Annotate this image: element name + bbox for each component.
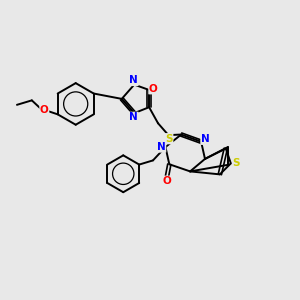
- Text: N: N: [129, 112, 138, 122]
- Text: N: N: [157, 142, 166, 152]
- Text: N: N: [201, 134, 210, 144]
- Text: N: N: [129, 76, 138, 85]
- Text: S: S: [165, 134, 173, 144]
- Text: O: O: [149, 84, 158, 94]
- Text: O: O: [163, 176, 171, 186]
- Text: S: S: [232, 158, 240, 168]
- Text: O: O: [40, 105, 49, 115]
